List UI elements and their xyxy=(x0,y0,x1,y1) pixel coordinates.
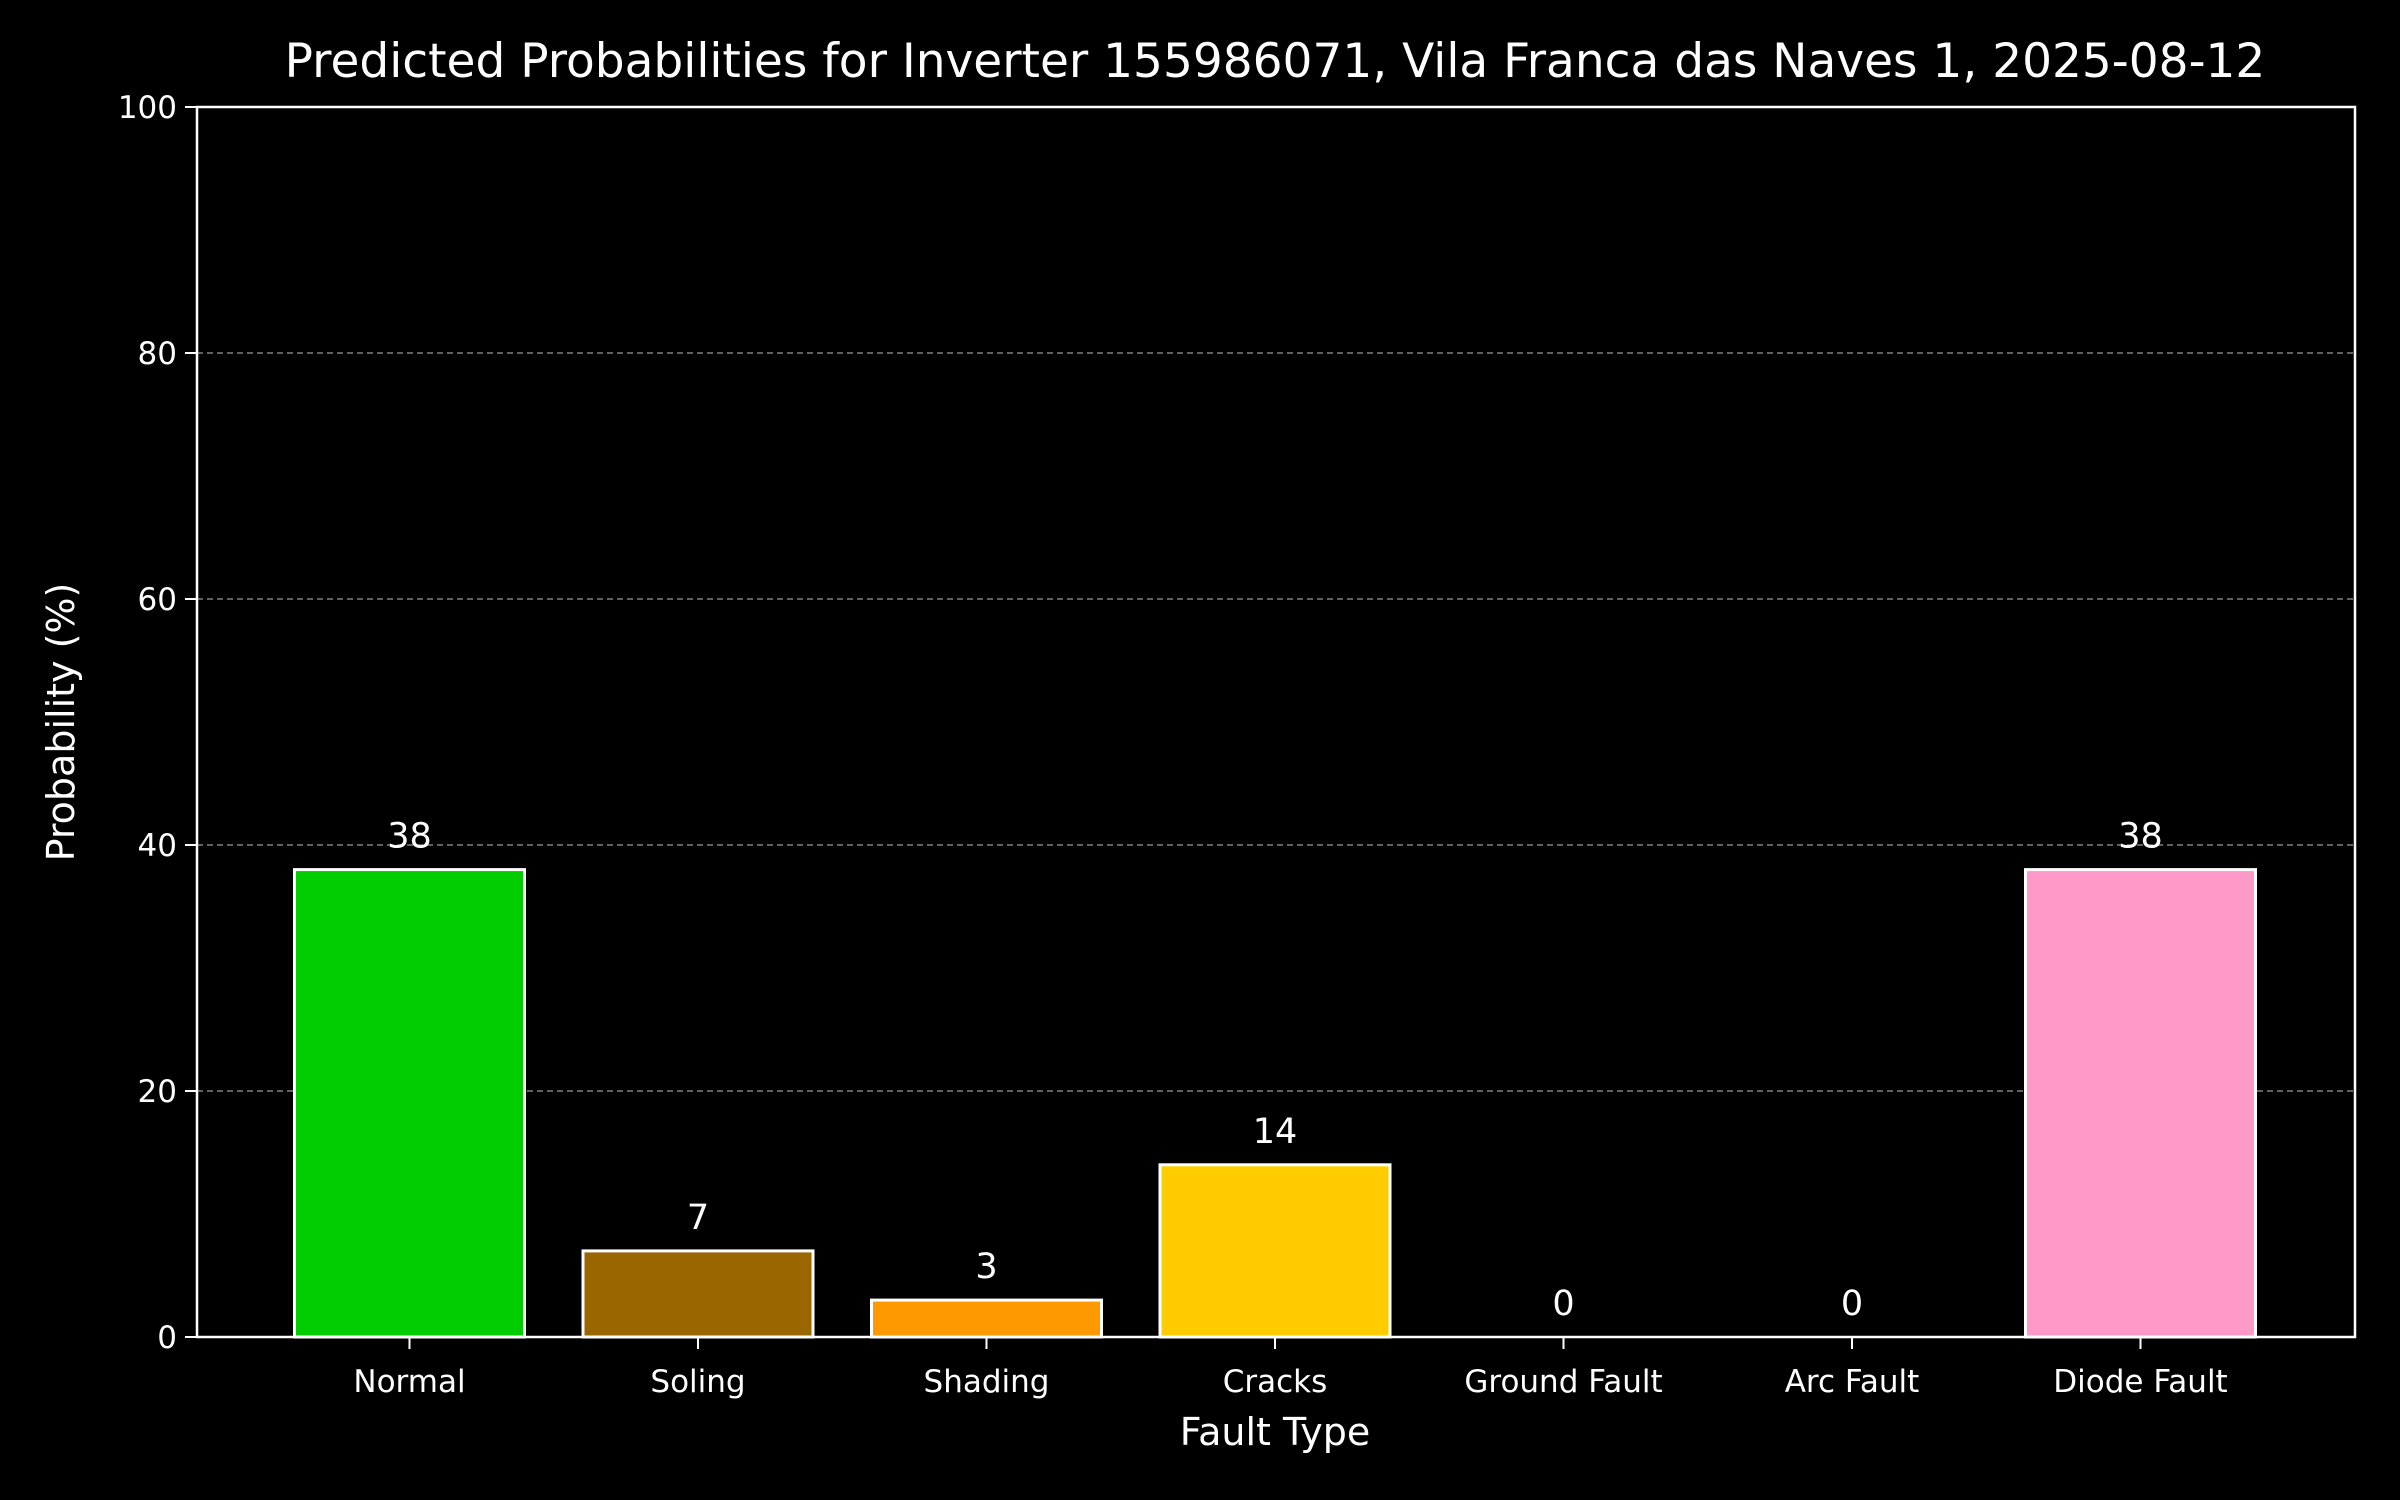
bar-value-label: 38 xyxy=(387,817,432,857)
bar-cracks xyxy=(1158,1163,1392,1339)
bars xyxy=(293,868,2257,1339)
bar-value-label: 14 xyxy=(1253,1112,1298,1152)
axes xyxy=(185,105,2357,1349)
x-tick-label: Soling xyxy=(650,1364,745,1400)
bar-shading xyxy=(870,1298,1103,1339)
bar-value-label: 3 xyxy=(975,1247,997,1287)
y-tick-label: 100 xyxy=(118,90,177,126)
labels: 0 20 40 60 80 100 38 Normal 7 Soling 3 Shading 14 Cra… xyxy=(118,90,2228,1400)
plot-frame xyxy=(195,105,2357,1339)
bar-value-label: 0 xyxy=(1841,1284,1863,1324)
y-tick-label: 80 xyxy=(138,336,177,372)
chart-title: Predicted Probabilities for Inverter 155… xyxy=(285,34,2266,89)
bar-value-label: 0 xyxy=(1552,1284,1574,1324)
x-axis-title: Fault Type xyxy=(1180,1410,1371,1454)
x-tick-label: Ground Fault xyxy=(1464,1364,1662,1400)
y-axis-title: Probability (%) xyxy=(39,583,83,862)
bar-diode-fault xyxy=(2024,868,2257,1339)
y-tick-label: 40 xyxy=(138,828,177,864)
x-tick-label: Cracks xyxy=(1223,1364,1328,1400)
x-tick-label: Shading xyxy=(924,1364,1050,1400)
x-tick-label: Arc Fault xyxy=(1785,1364,1920,1400)
bar-soling xyxy=(581,1249,815,1339)
bar-value-label: 38 xyxy=(2118,817,2163,857)
x-tick-label: Diode Fault xyxy=(2053,1364,2227,1400)
x-tick-label: Normal xyxy=(353,1364,465,1400)
y-tick-label: 0 xyxy=(157,1320,177,1356)
y-tick-label: 20 xyxy=(138,1074,177,1110)
bar-normal xyxy=(293,868,526,1339)
bar-value-label: 7 xyxy=(687,1198,709,1238)
y-tick-label: 60 xyxy=(138,582,177,618)
